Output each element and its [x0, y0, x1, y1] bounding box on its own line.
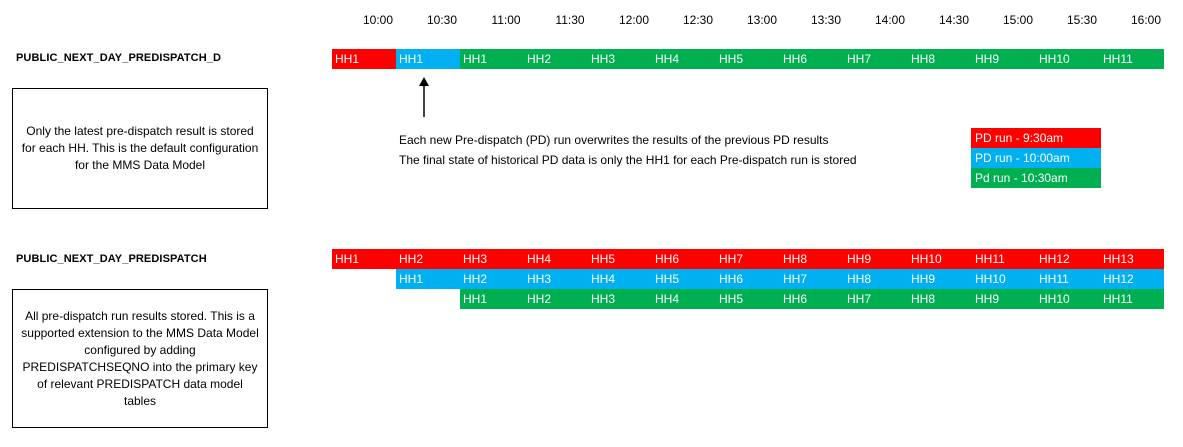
description: Each new Pre-dispatch (PD) run overwrite… [399, 130, 857, 170]
pd-run-row: HH1 HH2 HH3 HH4 HH5 HH6 HH7 HH8 HH9 HH10 HH11 [460, 289, 1164, 309]
time-label: 10:00 [362, 13, 394, 27]
hh-cell: HH7 [844, 289, 908, 309]
hh-cell: HH8 [780, 249, 844, 269]
hh-cell: HH4 [524, 249, 588, 269]
hh-cell: HH11 [1036, 269, 1100, 289]
time-label: 14:30 [938, 13, 970, 27]
default-config-note: Only the latest pre-dispatch result is s… [12, 88, 268, 209]
hh-cell: HH3 [588, 289, 652, 309]
section1-title: PUBLIC_NEXT_DAY_PREDISPATCH_D [16, 52, 222, 64]
hh-cell: HH9 [972, 289, 1036, 309]
description-line-2: The final state of historical PD data is… [399, 153, 857, 167]
hh-cell: HH7 [780, 269, 844, 289]
hh-cell: HH8 [908, 49, 972, 69]
hh-cell: HH6 [780, 49, 844, 69]
latest-results-row: HH1 HH1 HH1 HH2 HH3 HH4 HH5 HH6 HH7 HH8 HH9 HH10 HH1… [332, 49, 1164, 69]
hh-cell: HH1 [332, 49, 396, 69]
hh-cell: HH5 [652, 269, 716, 289]
hh-cell: HH4 [652, 49, 716, 69]
hh-cell: HH2 [396, 249, 460, 269]
time-label: 16:00 [1130, 13, 1162, 27]
hh-cell: HH2 [460, 269, 524, 289]
description-line-1: Each new Pre-dispatch (PD) run overwrite… [399, 133, 829, 147]
legend: PD run - 9:30am PD run - 10:00am Pd run - … [971, 128, 1101, 188]
default-config-note-text: Only the latest pre-dispatch result is s… [21, 124, 259, 172]
hh-cell: HH2 [524, 289, 588, 309]
time-label: 11:30 [555, 13, 585, 27]
legend-item: PD run - 9:30am [971, 128, 1101, 148]
hh-cell: HH5 [716, 289, 780, 309]
hh-cell: HH7 [716, 249, 780, 269]
hh-cell: HH3 [524, 269, 588, 289]
time-label: 11:00 [491, 13, 521, 27]
hh-cell: HH10 [908, 249, 972, 269]
hh-cell: HH9 [908, 269, 972, 289]
time-label: 15:30 [1066, 13, 1098, 27]
hh-cell: HH10 [972, 269, 1036, 289]
hh-cell: HH7 [844, 49, 908, 69]
hh-cell: HH13 [1100, 249, 1164, 269]
hh-cell: HH10 [1036, 49, 1100, 69]
hh-cell: HH8 [844, 269, 908, 289]
extension-config-note-text: All pre-dispatch run results stored. Thi… [21, 308, 259, 408]
hh-cell: HH4 [588, 269, 652, 289]
hh-cell: HH11 [1100, 49, 1164, 69]
time-label: 12:00 [618, 13, 650, 27]
time-label: 12:30 [682, 13, 714, 27]
hh-cell: HH5 [588, 249, 652, 269]
hh-cell: HH9 [972, 49, 1036, 69]
hh-cell: HH3 [588, 49, 652, 69]
hh-cell: HH12 [1036, 249, 1100, 269]
hh-cell: HH1 [460, 49, 524, 69]
hh-cell: HH9 [844, 249, 908, 269]
timeline-header: 10:00 10:30 11:00 11:30 12:00 12:30 13:00 13:30… [0, 12, 1183, 28]
time-label: 13:00 [746, 13, 778, 27]
legend-item: Pd run - 10:30am [971, 168, 1101, 188]
time-label: 13:30 [810, 13, 842, 27]
hh-cell: HH1 [396, 49, 460, 69]
hh-cell: HH2 [524, 49, 588, 69]
legend-item: PD run - 10:00am [971, 148, 1101, 168]
hh-cell: HH3 [460, 249, 524, 269]
hh-cell: HH6 [780, 289, 844, 309]
hh-cell: HH11 [1100, 289, 1164, 309]
pd-run-row: HH1 HH2 HH3 HH4 HH5 HH6 HH7 HH8 HH9 HH10 HH11 HH12 [396, 269, 1164, 289]
section2-title: PUBLIC_NEXT_DAY_PREDISPATCH [16, 253, 207, 265]
hh-cell: HH4 [652, 289, 716, 309]
time-label: 15:00 [1002, 13, 1034, 27]
up-arrow-icon [419, 77, 429, 117]
hh-cell: HH6 [716, 269, 780, 289]
hh-cell: HH1 [460, 289, 524, 309]
hh-cell: HH11 [972, 249, 1036, 269]
hh-cell: HH12 [1100, 269, 1164, 289]
hh-cell: HH10 [1036, 289, 1100, 309]
hh-cell: HH1 [332, 249, 396, 269]
hh-cell: HH1 [396, 269, 460, 289]
extension-config-note: All pre-dispatch run results stored. Thi… [12, 289, 268, 428]
hh-cell: HH8 [908, 289, 972, 309]
time-label: 14:00 [874, 13, 906, 27]
time-label: 10:30 [426, 13, 458, 27]
hh-cell: HH5 [716, 49, 780, 69]
hh-cell: HH6 [652, 249, 716, 269]
pd-run-row: HH1 HH2 HH3 HH4 HH5 HH6 HH7 HH8 HH9 HH10 HH11 HH12 H… [332, 249, 1164, 269]
